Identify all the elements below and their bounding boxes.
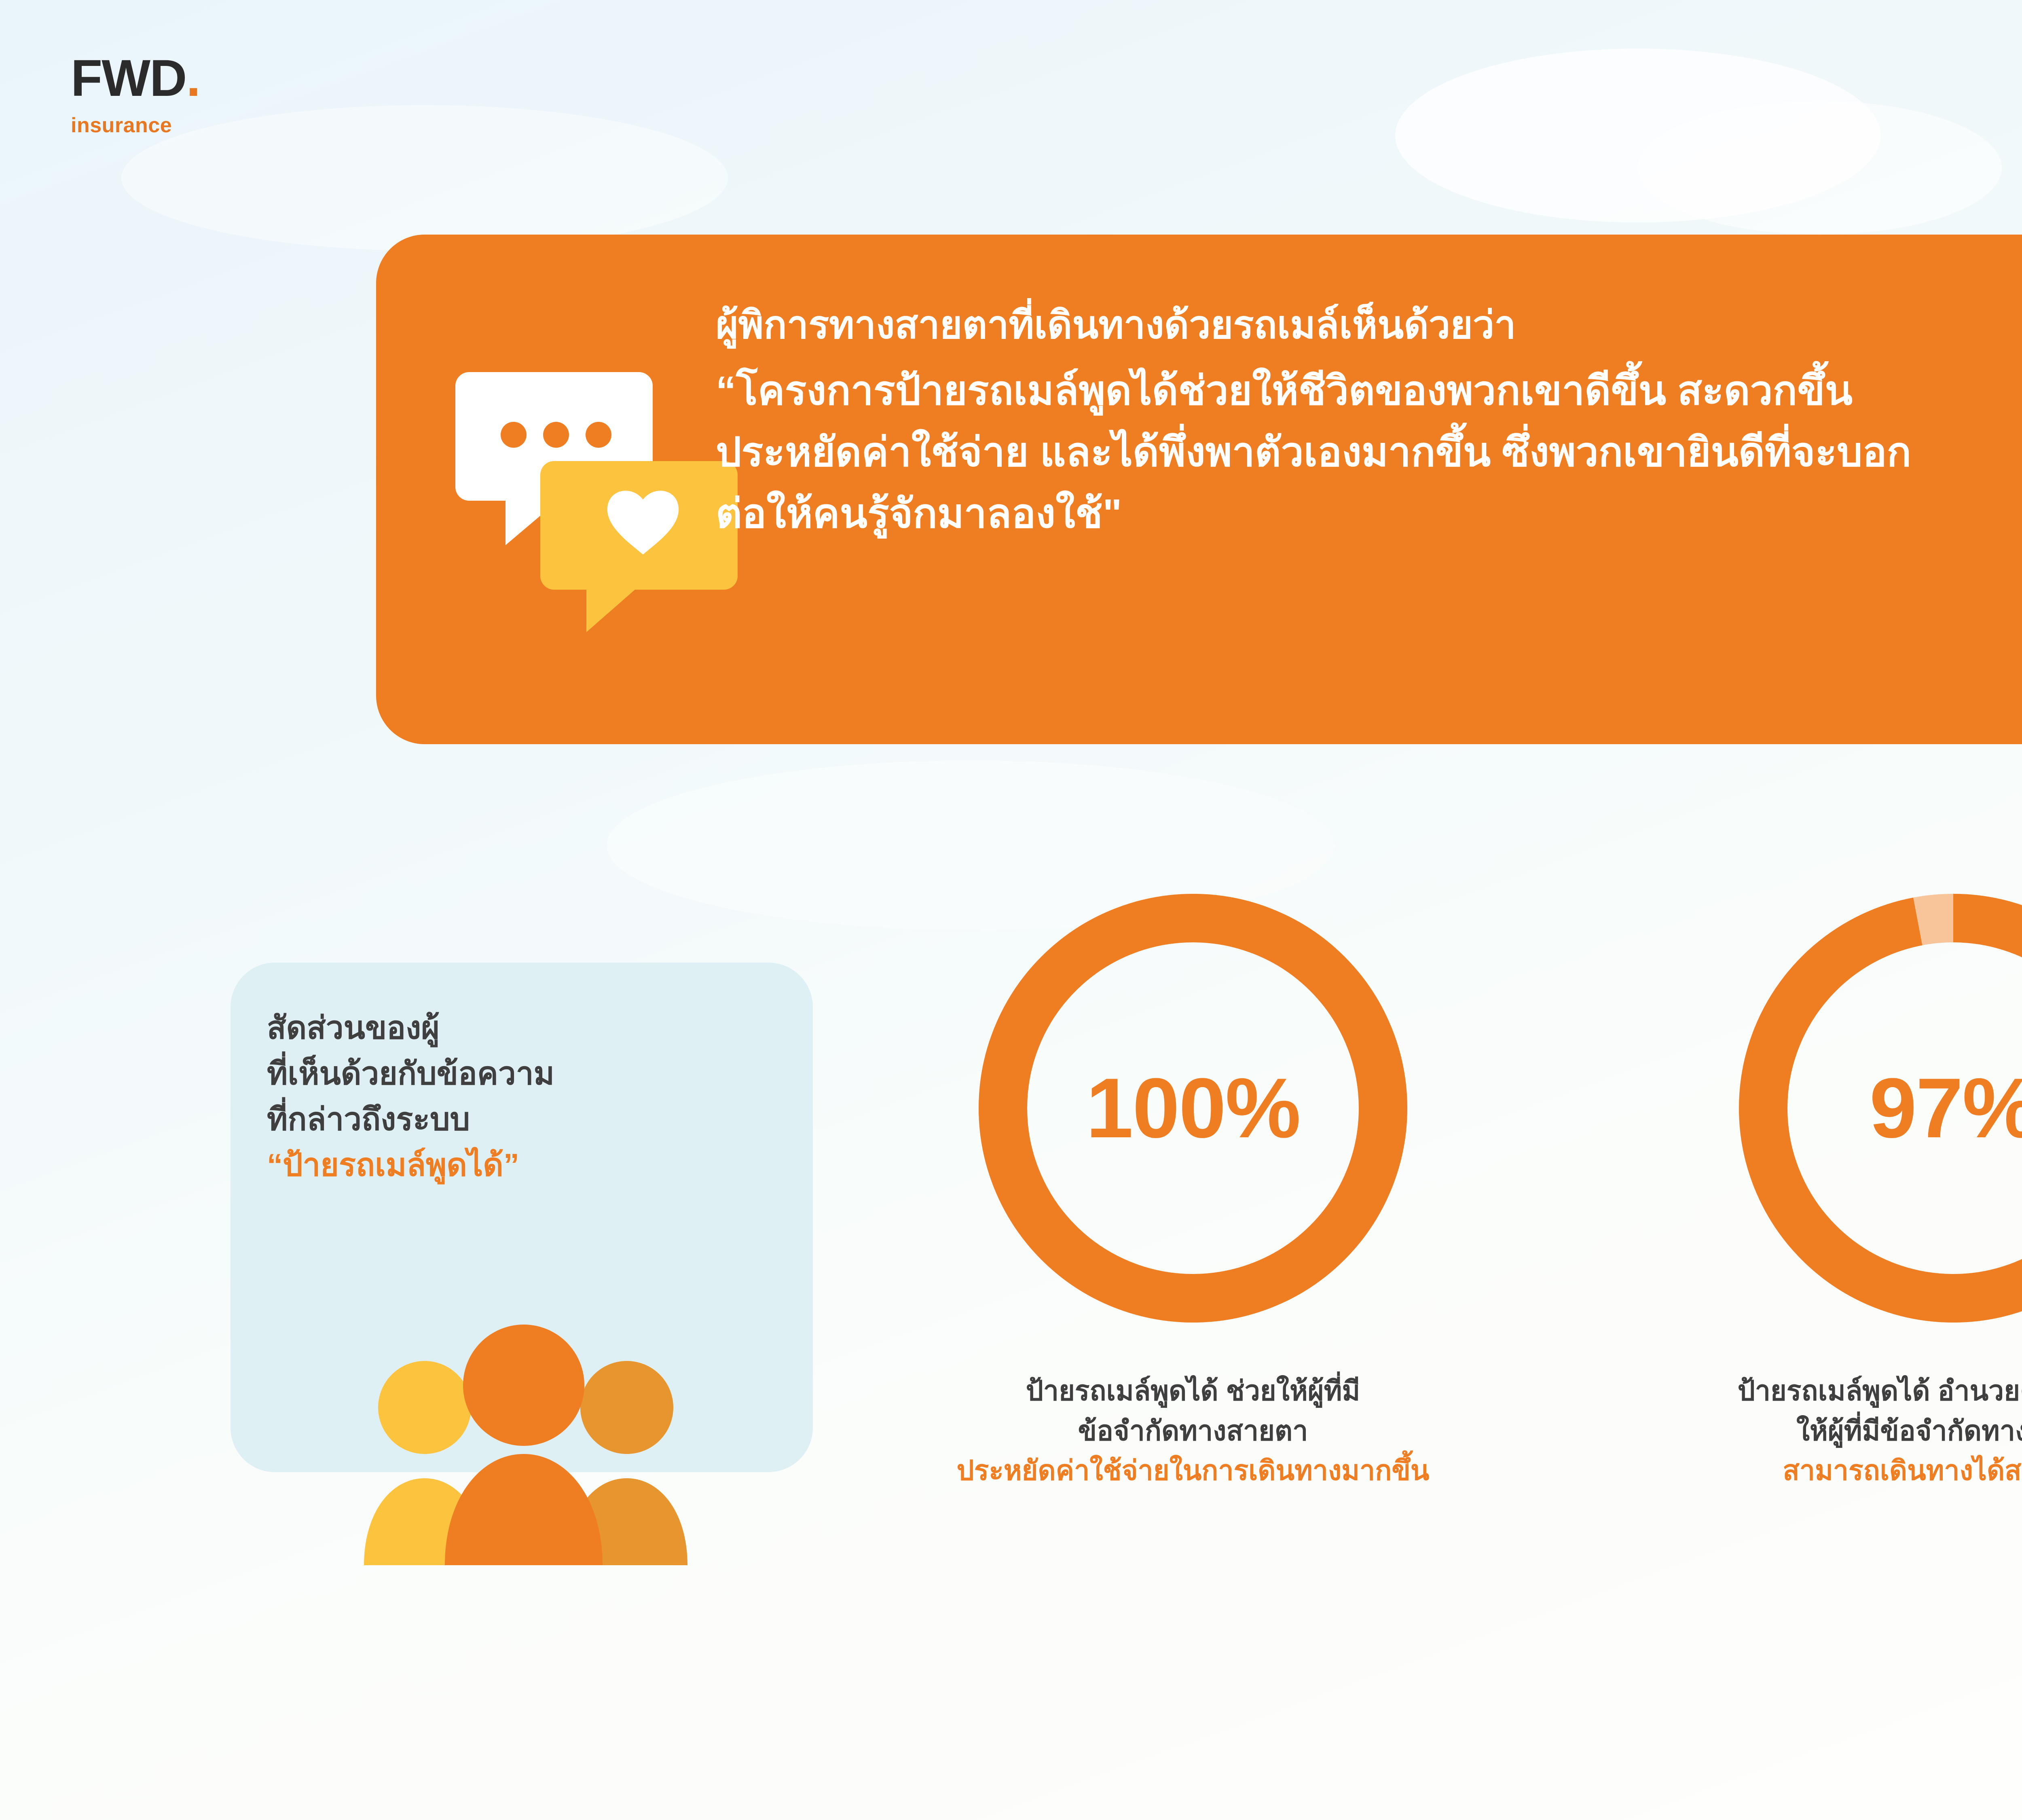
fwd-logo: FWD. insurance (71, 53, 354, 138)
donut-2-value: 97% (1869, 1060, 2022, 1155)
donut-1-caption: ป้ายรถเมล์พูดได้ ช่วยให้ผู้ที่มี ข้อจำกั… (829, 1371, 1557, 1491)
logo-dot: . (186, 49, 201, 107)
quote-line-1: “โครงการป้ายรถเมล์พูดได้ช่วยให้ชีวิตของพ… (716, 368, 1853, 414)
cloud-decoration (1638, 101, 2002, 235)
legend-line-2: ที่เห็นด้วยกับข้อความ (267, 1056, 555, 1092)
logo-subtitle: insurance (71, 114, 172, 137)
donut-chart-1: 100% ป้ายรถเมล์พูดได้ ช่วยให้ผู้ที่มี ข้… (829, 870, 1557, 1491)
donut-2-caption-line-3: สามารถเดินทางได้สะดวกขึ้น (1783, 1455, 2022, 1486)
donut-chart-2: 97% ป้ายรถเมล์พูดได้ อำนวยความสะดวก ให้ผ… (1589, 870, 2022, 1491)
donut-2-caption-line-2: ให้ผู้ที่มีข้อจำกัดทางสายตา (1796, 1415, 2022, 1446)
donut-1-caption-line-1: ป้ายรถเมล์พูดได้ ช่วยให้ผู้ที่มี (1026, 1376, 1360, 1406)
quote-banner: ผู้พิการทางสายตาที่เดินทางด้วยรถเมล์เห็น… (376, 235, 2022, 744)
logo-text: FWD (71, 49, 187, 107)
quote-line-3: ต่อให้คนรู้จักมาลองใช้" (716, 491, 1122, 537)
donut-2-caption-line-1: ป้ายรถเมล์พูดได้ อำนวยความสะดวก (1737, 1376, 2022, 1406)
legend-line-1: สัดส่วนของผู้ (267, 1010, 440, 1045)
donut-2-wrap: 97% (1715, 870, 2022, 1347)
quote-text-block: ผู้พิการทางสายตาที่เดินทางด้วยรถเมล์เห็น… (716, 299, 2022, 544)
donut-1-caption-line-3: ประหยัดค่าใช้จ่ายในการเดินทางมากขึ้น (956, 1455, 1430, 1486)
quote-line-2: ประหยัดค่าใช้จ่าย และได้พึ่งพาตัวเองมากข… (716, 430, 1912, 475)
donut-1-caption-line-2: ข้อจำกัดทางสายตา (1078, 1415, 1308, 1446)
donut-2-svg (1739, 894, 2022, 1323)
legend-line-4: “ป้ายรถเมล์พูดได้” (267, 1147, 519, 1183)
speech-bubbles-heart-icon (453, 356, 760, 639)
cloud-decoration (121, 105, 728, 251)
legend-line-3: ที่กล่าวถึงระบบ (267, 1101, 470, 1137)
donut-1-value: 100% (1086, 1060, 1301, 1155)
chart-legend-text: สัดส่วนของผู้ ที่เห็นด้วยกับข้อความ ที่ก… (267, 1005, 785, 1188)
donut-1-wrap: 100% (954, 870, 1432, 1347)
donut-2-caption: ป้ายรถเมล์พูดได้ อำนวยความสะดวก ให้ผู้ที… (1589, 1371, 2022, 1491)
quote-lead: ผู้พิการทางสายตาที่เดินทางด้วยรถเมล์เห็น… (716, 304, 1516, 347)
logo-wordmark: FWD. (71, 53, 354, 104)
donut-chart-row: 100% ป้ายรถเมล์พูดได้ ช่วยให้ผู้ที่มี ข้… (829, 870, 2022, 1658)
people-group-icon (307, 1314, 736, 1565)
donut-1-svg (979, 894, 1407, 1323)
